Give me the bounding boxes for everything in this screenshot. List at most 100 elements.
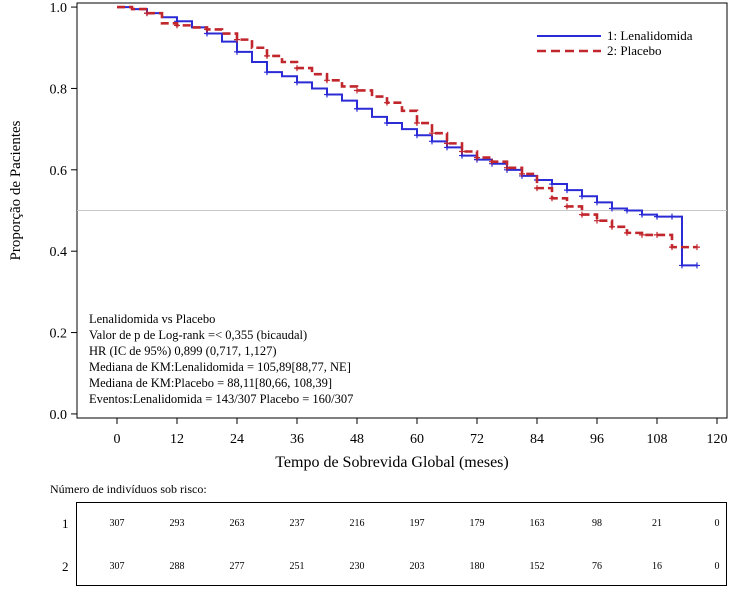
risk-cell: 203 xyxy=(409,561,425,572)
y-tick-label: 0.8 xyxy=(50,82,68,97)
x-tick-label: 108 xyxy=(647,432,668,447)
x-axis-label: Tempo de Sobrevida Global (meses) xyxy=(275,454,508,471)
risk-cell: 98 xyxy=(592,518,602,529)
risk-cell: 179 xyxy=(469,518,485,529)
censor-mark-1 xyxy=(579,193,585,200)
censor-mark-2 xyxy=(174,22,180,29)
risk-cell: 0 xyxy=(714,561,720,572)
risk-cell: 16 xyxy=(652,561,662,572)
censor-mark-1 xyxy=(654,213,660,220)
censor-mark-2 xyxy=(549,195,555,202)
censor-mark-1 xyxy=(639,211,645,218)
risk-cell: 307 xyxy=(109,561,125,572)
risk-cell: 293 xyxy=(169,518,185,529)
censor-mark-1 xyxy=(564,187,570,194)
censor-mark-2 xyxy=(489,158,495,165)
y-tick-label: 0.0 xyxy=(50,408,68,423)
risk-cell: 163 xyxy=(529,518,545,529)
x-tick-label: 60 xyxy=(410,432,424,447)
risk-cell: 288 xyxy=(169,561,185,572)
censor-mark-1 xyxy=(549,181,555,188)
censor-mark-2 xyxy=(519,170,525,177)
risk-cell: 0 xyxy=(714,518,720,529)
censor-mark-2 xyxy=(609,223,615,230)
censor-mark-1 xyxy=(429,138,435,145)
censor-mark-2 xyxy=(384,99,390,106)
risk-table-title: Número de indivíduos sob risco: xyxy=(50,482,207,496)
km-chart: 0.0 0.2 0.4 0.6 0.8 1.0 0 12 24 36 48 60 72 84 96 108 12… xyxy=(8,1,728,471)
risk-cell: 307 xyxy=(109,518,125,529)
legend-label-2: 2: Placebo xyxy=(607,43,662,58)
censor-mark-2 xyxy=(474,154,480,161)
censor-mark-2 xyxy=(534,185,540,192)
x-tick-label: 84 xyxy=(530,432,544,447)
censor-mark-2 xyxy=(694,244,700,251)
risk-cell: 277 xyxy=(229,561,245,572)
x-tick-label: 120 xyxy=(707,432,728,447)
censor-mark-1 xyxy=(669,213,675,220)
censor-mark-1 xyxy=(414,132,420,139)
risk-cell: 152 xyxy=(529,561,545,572)
y-tick-label: 0.2 xyxy=(50,327,68,342)
censor-mark-1 xyxy=(624,207,630,214)
censor-mark-2 xyxy=(234,36,240,43)
risk-table xyxy=(76,502,727,586)
censor-mark-1 xyxy=(354,105,360,112)
risk-cell: 180 xyxy=(469,561,485,572)
stats-annotation-line: Eventos:Lenalidomida = 143/307 Placebo =… xyxy=(89,392,353,406)
legend-label-1: 1: Lenalidomida xyxy=(607,28,693,43)
y-tick-label: 0.4 xyxy=(50,245,68,260)
x-tick-label: 48 xyxy=(350,432,364,447)
risk-cell: 230 xyxy=(349,561,365,572)
x-tick-label: 0 xyxy=(114,432,121,447)
y-tick-label: 1.0 xyxy=(50,1,68,16)
x-tick-label: 72 xyxy=(470,432,484,447)
risk-cell: 21 xyxy=(652,518,662,529)
censor-mark-2 xyxy=(294,65,300,72)
censor-mark-1 xyxy=(594,199,600,206)
stats-annotation-line: Mediana de KM:Lenalidomida = 105,89[88,7… xyxy=(89,360,351,374)
censor-mark-2 xyxy=(414,120,420,127)
stats-annotation-line: Lenalidomida vs Placebo xyxy=(89,312,215,326)
censor-mark-2 xyxy=(264,52,270,59)
x-tick-label: 96 xyxy=(590,432,604,447)
censor-mark-1 xyxy=(609,205,615,212)
censor-mark-2 xyxy=(144,10,150,17)
risk-cell: 251 xyxy=(289,561,305,572)
series-line-1 xyxy=(117,6,697,267)
censor-mark-1 xyxy=(234,48,240,55)
y-tick-label: 0.6 xyxy=(50,164,68,179)
censor-mark-1 xyxy=(694,262,700,269)
x-tick-label: 36 xyxy=(290,432,304,447)
risk-cell: 197 xyxy=(409,518,425,529)
censor-mark-2 xyxy=(324,77,330,84)
censor-mark-2 xyxy=(579,211,585,218)
x-tick-label: 24 xyxy=(230,432,244,447)
risk-cell: 237 xyxy=(289,518,305,529)
stats-annotation-line: Mediana de KM:Placebo = 88,11[80,66, 108… xyxy=(89,376,332,390)
censor-mark-1 xyxy=(294,79,300,86)
censor-mark-1 xyxy=(384,120,390,127)
censor-mark-2 xyxy=(594,217,600,224)
censor-mark-1 xyxy=(679,262,685,269)
censor-mark-2 xyxy=(204,26,210,33)
risk-cell: 216 xyxy=(349,518,365,529)
censor-mark-2 xyxy=(354,87,360,94)
censor-mark-2 xyxy=(669,244,675,251)
stats-annotation-line: Valor de p de Log-rank =< 0,355 (bicauda… xyxy=(89,328,307,342)
stats-annotation-line: HR (IC de 95%) 0,899 (0,717, 1,127) xyxy=(89,344,276,358)
censor-mark-2 xyxy=(654,231,660,238)
censor-mark-2 xyxy=(429,130,435,137)
risk-row-label: 2 xyxy=(62,559,69,574)
censor-mark-2 xyxy=(624,229,630,236)
censor-mark-2 xyxy=(564,203,570,210)
censor-mark-1 xyxy=(324,91,330,98)
x-tick-label: 12 xyxy=(170,432,184,447)
censor-mark-2 xyxy=(444,140,450,147)
censor-mark-2 xyxy=(504,164,510,171)
risk-cell: 76 xyxy=(592,561,602,572)
censor-mark-2 xyxy=(459,148,465,155)
censor-mark-1 xyxy=(264,69,270,76)
risk-row-label: 1 xyxy=(62,516,69,531)
risk-cell: 263 xyxy=(229,518,245,529)
